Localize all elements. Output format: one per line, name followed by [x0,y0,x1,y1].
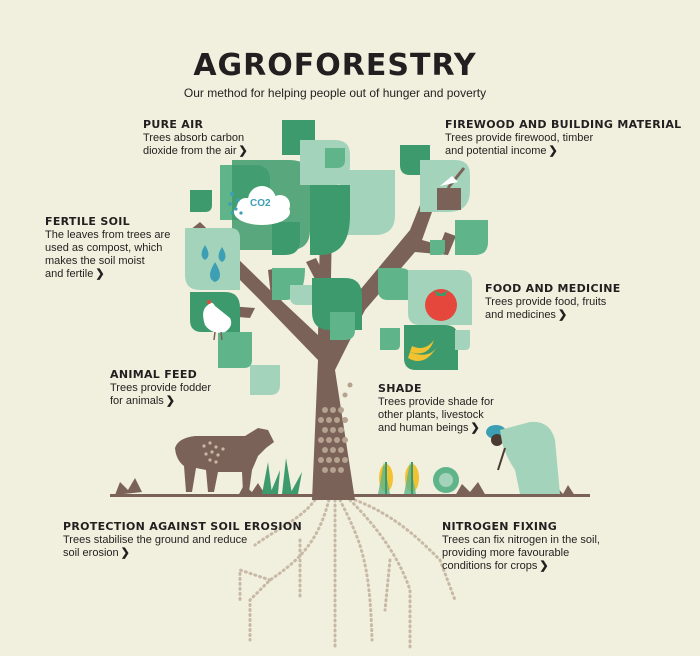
callout-line: The leaves from trees are [45,229,171,241]
co2-cloud-icon [228,186,290,225]
callout-heading: PURE AIR [143,118,204,131]
axe-stump-icon [437,167,466,210]
callout-animal-feed: ANIMAL FEED Trees provide fodder for ani… [110,368,211,408]
callout-line: other plants, livestock [378,409,484,421]
callout-line: dioxide from the air [143,145,237,157]
callout-line: makes the soil moist [45,255,145,267]
tree-roots [238,493,457,652]
callout-line: Trees stabilise the ground and reduce [63,534,248,546]
callout-line: soil erosion [63,547,119,559]
tomato-icon [425,289,457,321]
water-drops-icon [201,245,226,282]
callout-line: and fertile [45,268,94,280]
callout-line: Trees provide shade for [378,396,494,408]
callout-pure-air: PURE AIR Trees absorb carbon dioxide fro… [143,118,248,158]
callout-line: used as compost, which [45,242,163,254]
callout-line: for animals [110,395,164,407]
callout-line: and medicines [485,309,556,321]
chevron-right-icon[interactable]: ❯ [557,309,568,321]
chevron-right-icon[interactable]: ❯ [95,268,105,280]
callout-line: Trees absorb carbon [143,132,245,144]
chicken-icon [203,300,232,341]
page-subtitle: Our method for helping people out of hun… [183,86,487,100]
callout-firewood: FIREWOOD AND BUILDING MATERIAL Trees pro… [445,118,681,158]
callout-line: conditions for crops [442,560,538,572]
cow-icon [175,428,274,492]
callout-fertile-soil: FERTILE SOIL The leaves from trees are u… [45,215,170,281]
callout-shade: SHADE Trees provide shade for other plan… [378,382,494,435]
callout-heading: FIREWOOD AND BUILDING MATERIAL [445,118,682,131]
callout-heading: SHADE [378,382,422,395]
chevron-right-icon[interactable]: ❯ [120,547,130,559]
callout-line: and human beings [378,422,469,434]
trunk-pattern [318,382,353,473]
callout-food-medicine: FOOD AND MEDICINE Trees provide food, fr… [485,282,621,322]
callout-line: Trees can fix nitrogen in the soil, [442,534,600,546]
callout-line: providing more favourable [442,547,570,559]
chevron-right-icon[interactable]: ❯ [470,422,480,434]
callout-heading: NITROGEN FIXING [442,520,558,533]
callout-line: Trees provide food, fruits [485,296,607,308]
callout-heading: PROTECTION AGAINST SOIL EROSION [63,520,302,533]
cabbage-icon [433,467,459,493]
callout-heading: ANIMAL FEED [110,368,198,381]
grass-icon [262,458,302,494]
banana-icon [408,340,438,362]
chevron-right-icon[interactable]: ❯ [238,145,248,157]
callout-heading: FERTILE SOIL [45,215,130,228]
farmer-icon [486,421,560,494]
co2-label: CO2 [250,198,271,209]
maize-icon [378,462,419,494]
page-title: AGROFORESTRY [193,48,477,83]
callout-heading: FOOD AND MEDICINE [485,282,621,295]
callout-line: Trees provide firewood, timber [445,132,594,144]
chevron-right-icon[interactable]: ❯ [165,395,176,407]
callout-soil-erosion: PROTECTION AGAINST SOIL EROSION Trees st… [63,520,302,560]
callout-nitrogen-fixing: NITROGEN FIXING Trees can fix nitrogen i… [442,520,600,573]
chevron-right-icon[interactable]: ❯ [539,560,549,572]
chevron-right-icon[interactable]: ❯ [548,145,558,157]
callout-line: and potential income [445,145,547,157]
callout-line: Trees provide fodder [110,382,212,394]
